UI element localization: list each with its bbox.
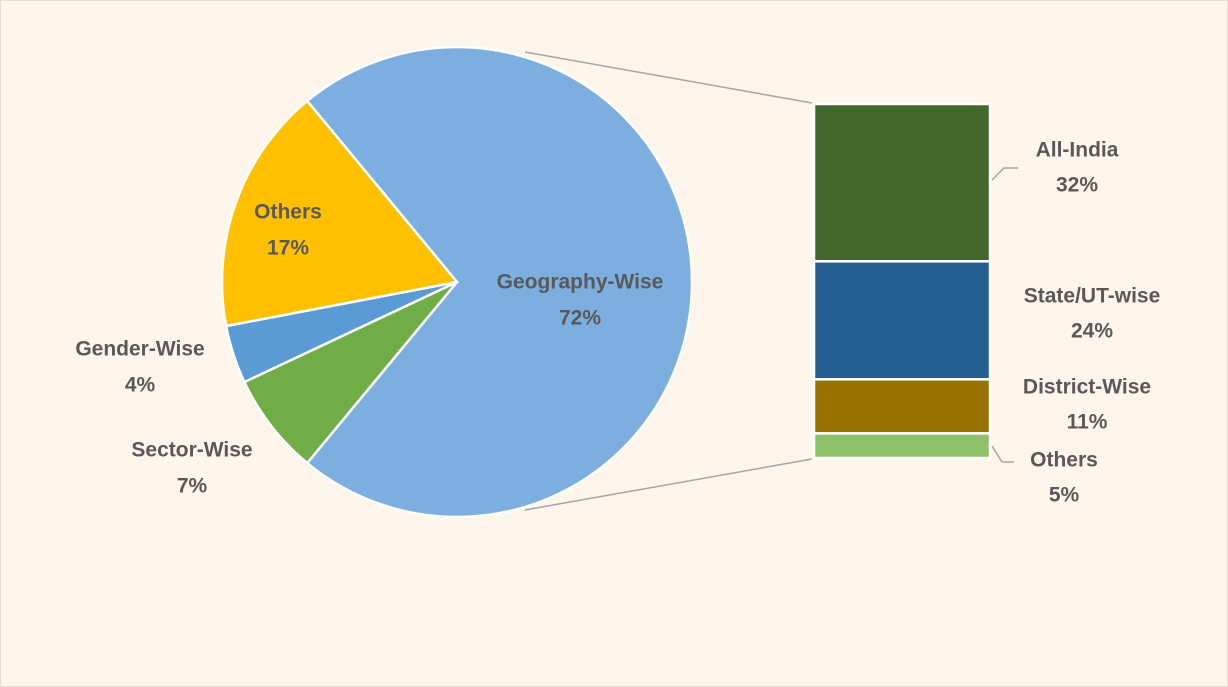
bar-segment	[812, 102, 992, 263]
connector-line	[524, 51, 813, 104]
bar-segment	[812, 260, 992, 381]
segment-label: District-Wise	[1023, 376, 1151, 399]
leader-line	[991, 445, 1014, 463]
pie-slice	[305, 45, 694, 519]
slice-value-label: 4%	[125, 374, 156, 397]
segment-value-label: 24%	[1071, 320, 1113, 343]
slice-label: Sector-Wise	[131, 439, 252, 462]
segment-label: All-India	[1036, 139, 1119, 162]
slice-label: Gender-Wise	[75, 338, 204, 361]
slice-label: Others	[254, 201, 322, 224]
pie-slice	[220, 99, 460, 328]
leader-line	[991, 167, 1018, 181]
segment-value-label: 11%	[1067, 411, 1108, 434]
bar-segment	[812, 432, 992, 460]
slice-value-label: 17%	[267, 237, 309, 260]
segment-value-label: 32%	[1056, 174, 1098, 197]
slice-value-label: 7%	[177, 475, 208, 498]
connector-line	[524, 458, 813, 511]
pie-slice	[242, 280, 458, 465]
slice-value-label: 72%	[559, 307, 601, 330]
bar-segment	[812, 378, 992, 435]
segment-label: State/UT-wise	[1024, 285, 1161, 308]
segment-label: Others	[1030, 449, 1098, 472]
slice-label: Geography-Wise	[497, 271, 664, 294]
segment-value-label: 5%	[1049, 484, 1080, 507]
